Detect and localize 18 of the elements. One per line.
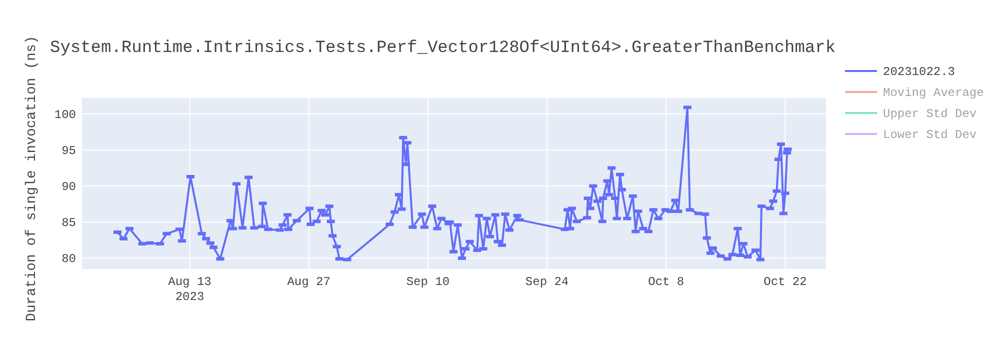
legend-label: 20231022.3: [883, 65, 956, 79]
legend-label: Moving Average: [883, 86, 984, 100]
y-axis-title: Duration of single invocation (ns): [24, 36, 40, 322]
y-tick-label: 85: [62, 216, 76, 230]
x-tick-label: Oct 8: [648, 275, 684, 289]
x-tick-label: Aug 13 2023: [168, 275, 212, 304]
x-tick-label: Oct 22: [764, 275, 807, 289]
y-tick-label: 95: [62, 144, 76, 158]
y-tick-label: 100: [54, 108, 76, 122]
x-tick-label: Sep 10: [406, 275, 450, 289]
legend-label: Lower Std Dev: [883, 128, 977, 142]
y-tick-label: 80: [62, 252, 76, 266]
x-tick-label: Sep 24: [525, 275, 569, 289]
legend-label: Upper Std Dev: [883, 107, 977, 121]
chart-title: System.Runtime.Intrinsics.Tests.Perf_Vector128Of<UInt64>.GreaterThanBenchmark: [50, 39, 836, 58]
x-tick-label: Aug 27: [287, 275, 330, 289]
y-tick-label: 90: [62, 180, 76, 194]
line-series: [116, 106, 789, 261]
